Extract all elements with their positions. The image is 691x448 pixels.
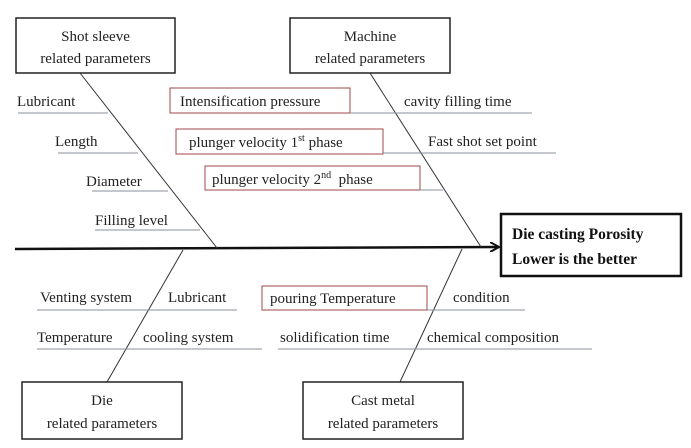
spine-arrow bbox=[14, 247, 498, 249]
cause-plunger-velocity-1st: plunger velocity 1st phase bbox=[189, 133, 343, 151]
highlight-box bbox=[169, 87, 351, 114]
die-title-line2: related parameters bbox=[47, 416, 158, 432]
machine-title-line1: Machine bbox=[344, 29, 397, 45]
cause-diameter: Diameter bbox=[86, 174, 142, 190]
effect-box: Die casting Porosity Lower is the better bbox=[499, 212, 683, 278]
cause-solidification-time: solidification time bbox=[280, 330, 390, 346]
shot-sleeve-category-box: Shot sleeve related parameters bbox=[15, 17, 176, 74]
cast-metal-title-line1: Cast metal bbox=[351, 393, 415, 409]
cause-die-lubricant: Lubricant bbox=[168, 290, 227, 306]
machine-bone bbox=[369, 72, 482, 248]
cast-metal-category-box: Cast metal related parameters bbox=[302, 381, 464, 440]
cause-filling-level: Filling level bbox=[95, 213, 168, 229]
cast-metal-bone bbox=[399, 248, 463, 383]
shot-sleeve-title-line1: Shot sleeve bbox=[61, 29, 130, 45]
cause-condition: condition bbox=[453, 290, 510, 306]
shot-sleeve-title-line2: related parameters bbox=[40, 51, 151, 67]
cause-cooling-system: cooling system bbox=[143, 330, 234, 346]
cause-cavity-filling-time: cavity filling time bbox=[404, 94, 512, 110]
cause-length: Length bbox=[55, 134, 98, 150]
die-title-line1: Die bbox=[91, 393, 113, 409]
cast-metal-title-line2: related parameters bbox=[328, 416, 439, 432]
cause-lubricant: Lubricant bbox=[17, 94, 76, 110]
highlight-box bbox=[175, 128, 384, 155]
highlight-box bbox=[204, 165, 421, 191]
highlight-box bbox=[261, 285, 428, 311]
cause-plunger-velocity-2nd: plunger velocity 2nd phase bbox=[212, 170, 373, 188]
effect-line1: Die casting Porosity bbox=[512, 226, 644, 243]
cause-fast-shot-set-point: Fast shot set point bbox=[428, 134, 538, 150]
die-category-box: Die related parameters bbox=[21, 381, 183, 440]
machine-category-box: Machine related parameters bbox=[289, 17, 451, 74]
cause-intensification-pressure: Intensification pressure bbox=[180, 94, 321, 110]
shot-sleeve-bone bbox=[79, 72, 218, 249]
die-bone bbox=[106, 249, 184, 383]
machine-title-line2: related parameters bbox=[315, 51, 426, 67]
cause-venting-system: Venting system bbox=[40, 290, 132, 306]
cause-temperature: Temperature bbox=[37, 330, 113, 346]
effect-line2: Lower is the better bbox=[512, 251, 637, 268]
cause-chemical-composition: chemical composition bbox=[427, 330, 560, 346]
cause-pouring-temperature: pouring Temperature bbox=[270, 291, 396, 307]
